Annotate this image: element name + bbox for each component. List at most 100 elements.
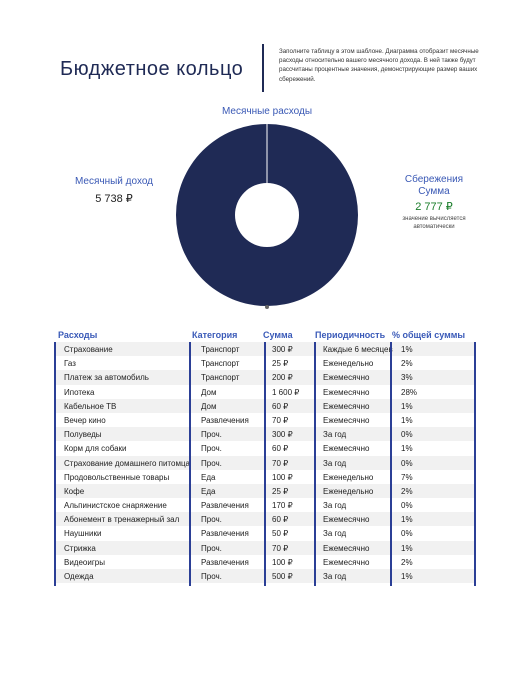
cell-category: Дом [201, 387, 217, 397]
cell-expense: Ипотека [64, 387, 95, 397]
savings-value: 2 777 ₽ [415, 201, 453, 213]
cell-expense: Платеж за автомобиль [64, 373, 149, 383]
cell-category: Еда [201, 486, 216, 496]
cell-amount: 300 ₽ [272, 430, 293, 440]
table-row: Видеоигры Развлечения 100 ₽ Ежемесячно 2% [54, 555, 476, 569]
cell-amount: 70 ₽ [272, 458, 289, 468]
cell-expense: Альпинистское снаряжение [64, 501, 167, 511]
budget-donut-chart [174, 122, 360, 308]
cell-percent: 1% [401, 444, 413, 454]
header-expense: Расходы [58, 330, 98, 340]
cell-expense: Вечер кино [64, 415, 106, 425]
income-box: Месячный доход 5 738 ₽ [74, 176, 154, 205]
income-label: Месячный доход [74, 176, 154, 187]
savings-note: значение вычисляется автоматически [402, 216, 466, 230]
table-row: Наушники Развлечения 50 ₽ За год 0% [54, 526, 476, 540]
table-row: Ипотека Дом 1 600 ₽ Ежемесячно 28% [54, 385, 476, 399]
cell-amount: 100 ₽ [272, 472, 293, 482]
cell-expense: Страхование [64, 345, 113, 354]
cell-frequency: Еженедельно [323, 486, 374, 496]
cell-category: Проч. [201, 458, 222, 468]
intro-text: Заполните таблицу в этом шаблоне. Диагра… [279, 48, 479, 83]
cell-frequency: Ежемесячно [323, 515, 370, 525]
cell-category: Проч. [201, 430, 222, 440]
cell-percent: 1% [401, 345, 413, 354]
cell-percent: 2% [401, 557, 413, 567]
cell-percent: 7% [401, 472, 413, 482]
header-frequency: Периодичность [315, 330, 386, 340]
cell-expense: Кофе [64, 486, 85, 496]
cell-amount: 200 ₽ [272, 373, 293, 383]
cell-frequency: Еженедельно [323, 472, 374, 482]
cell-category: Транспорт [201, 373, 240, 383]
column-border [474, 342, 476, 586]
cell-frequency: Ежемесячно [323, 444, 370, 454]
cell-percent: 1% [401, 415, 413, 425]
cell-category: Развлечения [201, 501, 249, 511]
cell-category: Развлечения [201, 529, 249, 539]
header-percent: % общей суммы [392, 330, 466, 340]
cell-expense: Стрижка [64, 543, 96, 553]
cell-category: Еда [201, 472, 216, 482]
column-border [314, 342, 316, 586]
cell-frequency: За год [323, 572, 347, 581]
cell-frequency: За год [323, 430, 347, 440]
cell-category: Проч. [201, 444, 222, 454]
cell-expense: Одежда [64, 572, 94, 581]
table-row: Корм для собаки Проч. 60 ₽ Ежемесячно 1% [54, 441, 476, 455]
cell-amount: 70 ₽ [272, 543, 289, 553]
cell-percent: 1% [401, 543, 413, 553]
cell-percent: 28% [401, 387, 418, 397]
cell-frequency: Ежемесячно [323, 401, 370, 411]
income-value: 5 738 ₽ [95, 193, 133, 205]
table-row: Вечер кино Развлечения 70 ₽ Ежемесячно 1% [54, 413, 476, 427]
cell-amount: 100 ₽ [272, 557, 293, 567]
cell-category: Транспорт [201, 345, 240, 354]
cell-category: Транспорт [201, 359, 240, 369]
header-category: Категория [192, 330, 238, 340]
cell-expense: Видеоигры [64, 557, 105, 567]
cell-amount: 50 ₽ [272, 529, 289, 539]
cell-expense: Страхование домашнего питомца [64, 458, 190, 468]
column-border [264, 342, 266, 586]
cell-category: Развлечения [201, 557, 249, 567]
cell-frequency: Ежемесячно [323, 557, 370, 567]
cell-percent: 2% [401, 359, 413, 369]
cell-expense: Полуведы [64, 430, 102, 440]
cell-amount: 25 ₽ [272, 486, 289, 496]
table-header: Расходы Категория Сумма Периодичность % … [0, 330, 520, 342]
donut-slice [176, 124, 358, 306]
cell-amount: 1 600 ₽ [272, 387, 300, 397]
cell-frequency: Каждые 6 месяцев [323, 345, 393, 354]
cell-frequency: За год [323, 458, 347, 468]
cell-expense: Продовольственные товары [64, 472, 170, 482]
table-row: Газ Транспорт 25 ₽ Еженедельно 2% [54, 356, 476, 370]
cell-frequency: Ежемесячно [323, 373, 370, 383]
cell-expense: Абонемент в тренажерный зал [64, 515, 180, 525]
column-border [54, 342, 56, 586]
column-border [390, 342, 392, 586]
cell-frequency: Ежемесячно [323, 543, 370, 553]
cell-frequency: За год [323, 529, 347, 539]
cell-amount: 25 ₽ [272, 359, 289, 369]
cell-expense: Газ [64, 359, 76, 369]
cell-percent: 0% [401, 430, 413, 440]
cell-category: Проч. [201, 543, 222, 553]
chart-marker-dot [265, 305, 269, 309]
cell-percent: 3% [401, 373, 413, 383]
column-border [189, 342, 191, 586]
cell-percent: 1% [401, 401, 413, 411]
savings-label: Сбережения Сумма [404, 174, 464, 197]
cell-expense: Кабельное ТВ [64, 401, 117, 411]
cell-percent: 0% [401, 458, 413, 468]
cell-percent: 0% [401, 529, 413, 539]
cell-percent: 0% [401, 501, 413, 511]
savings-box: Сбережения Сумма 2 777 ₽ значение вычисл… [388, 174, 480, 231]
cell-expense: Корм для собаки [64, 444, 127, 454]
cell-percent: 1% [401, 515, 413, 525]
page-title: Бюджетное кольцо [60, 58, 244, 80]
cell-expense: Наушники [64, 529, 102, 539]
cell-frequency: Еженедельно [323, 359, 374, 369]
cell-percent: 2% [401, 486, 413, 496]
header-amount: Сумма [263, 330, 293, 340]
